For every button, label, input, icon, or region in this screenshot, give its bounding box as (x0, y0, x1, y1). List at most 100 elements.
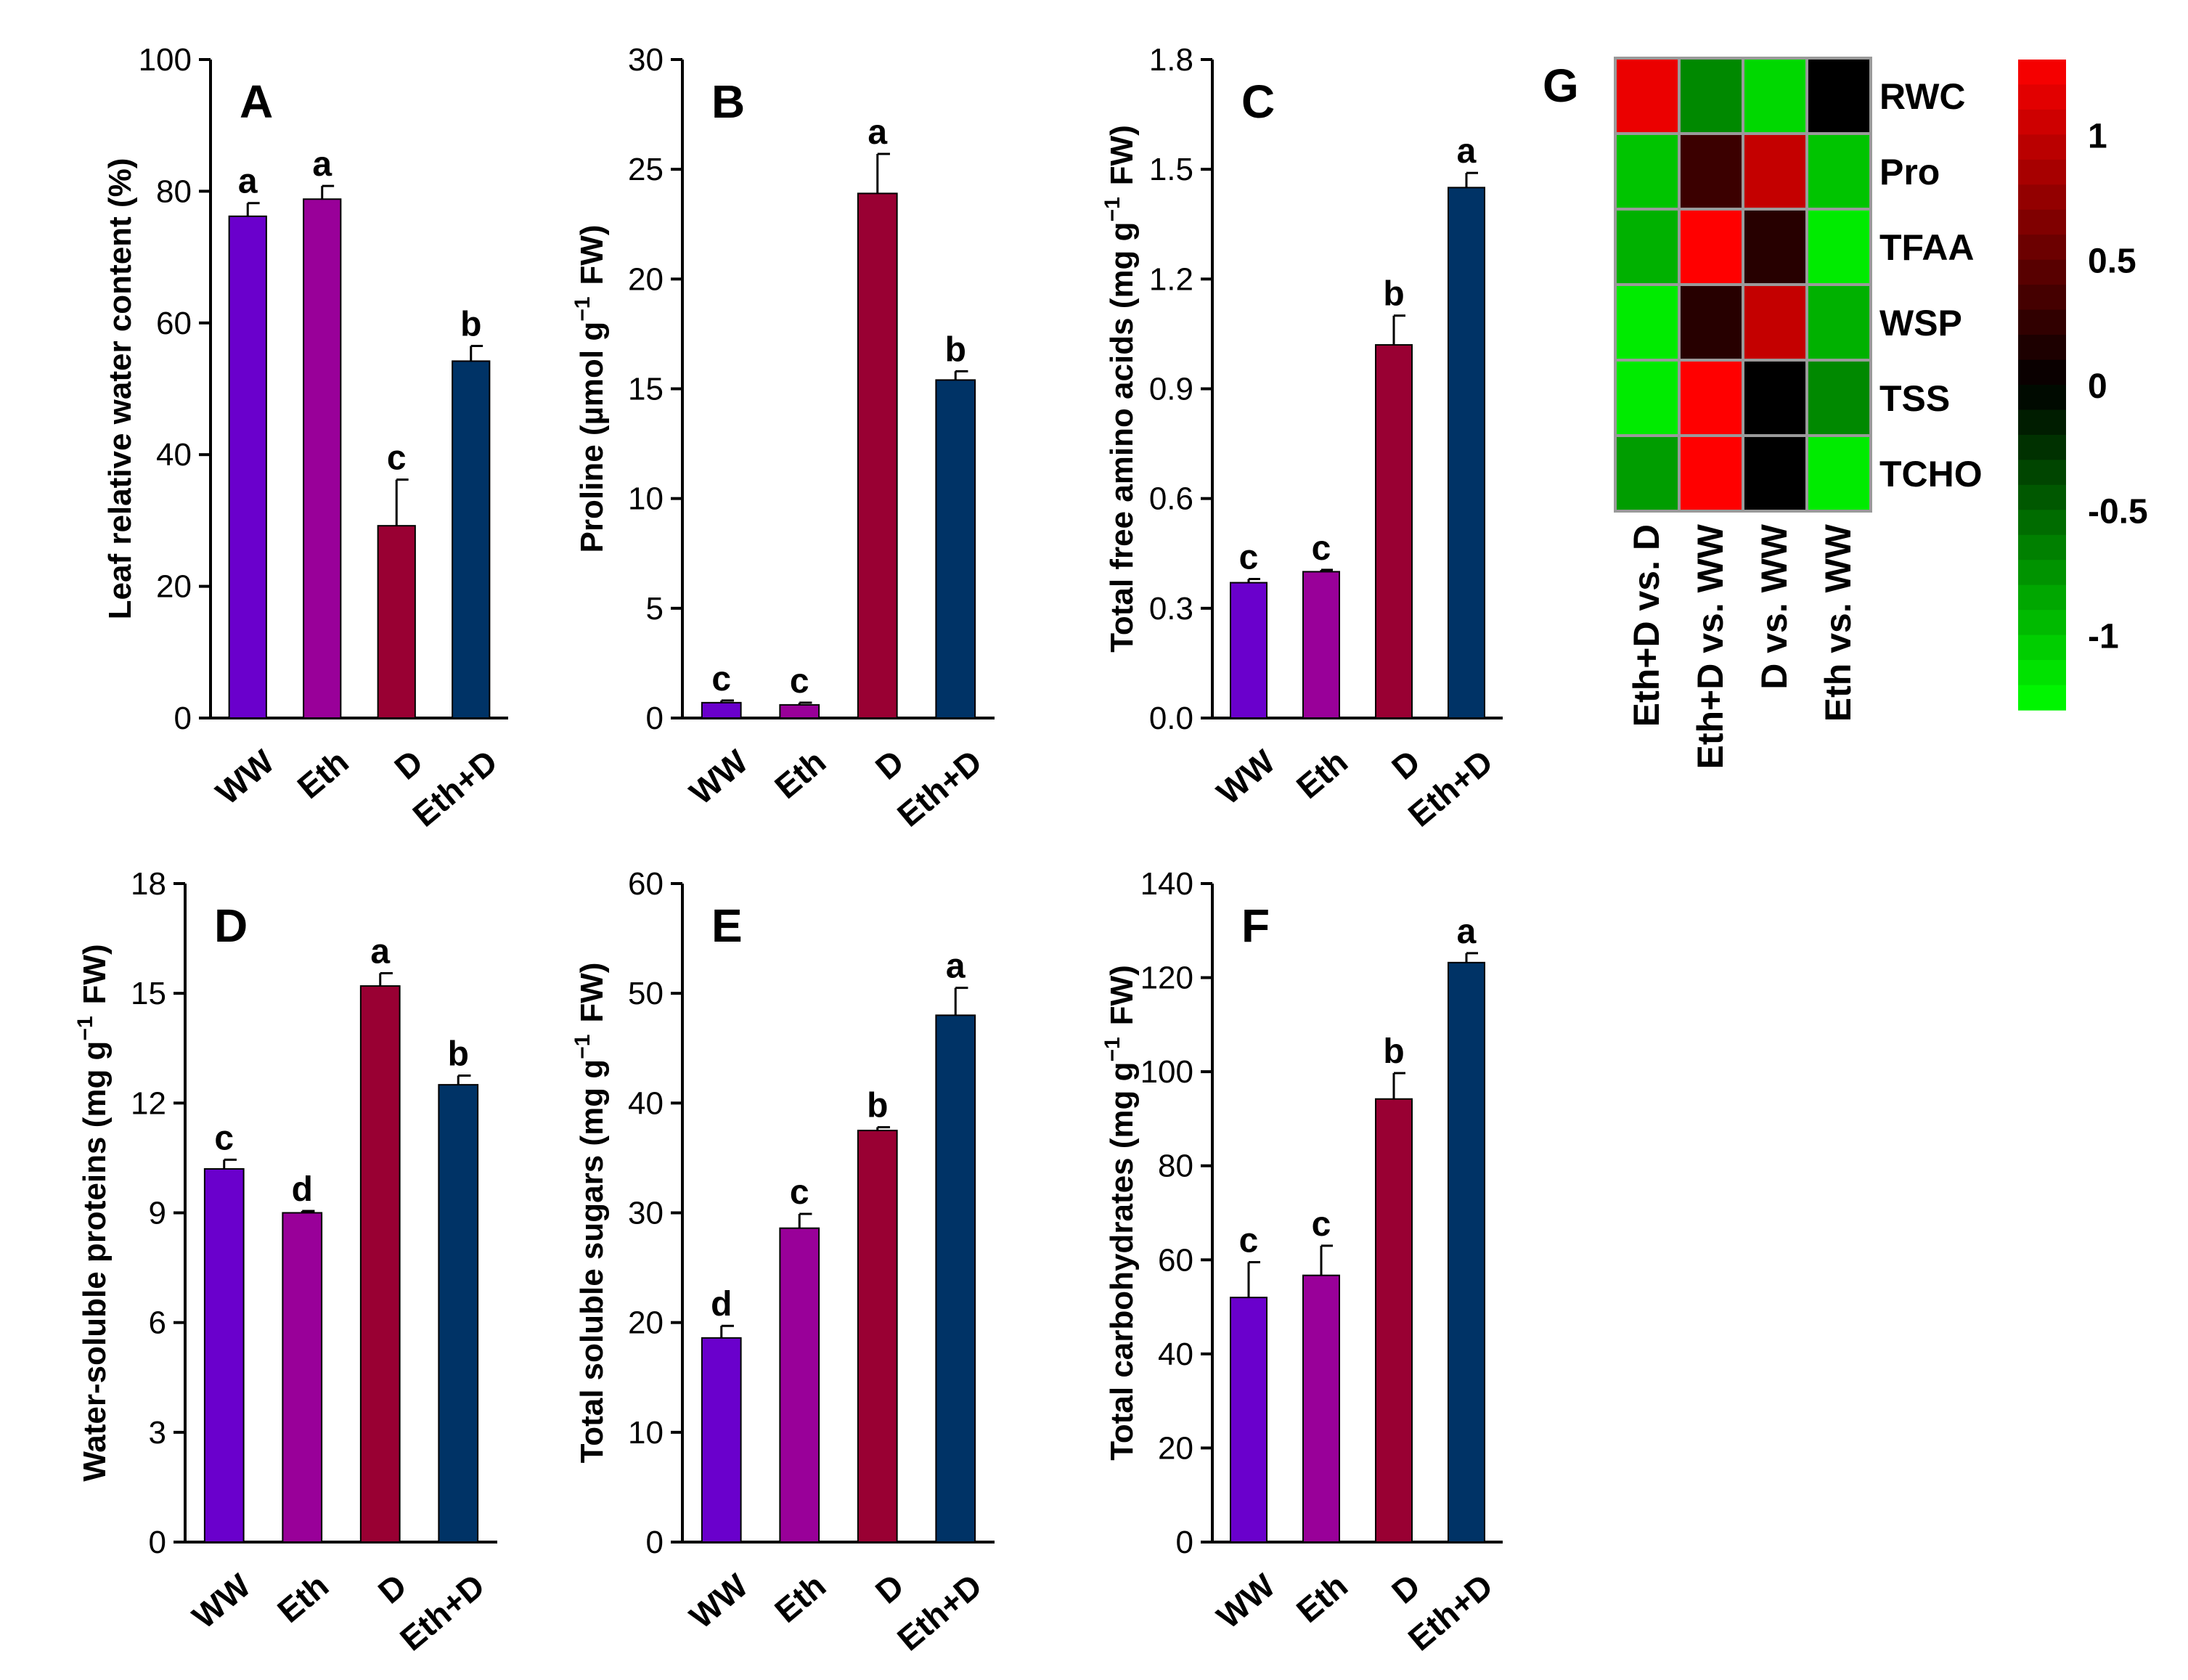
colorbar-swatch (2018, 584, 2066, 611)
colorbar-tick-label: -0.5 (2088, 492, 2148, 531)
panel-letter: C (1241, 76, 1275, 128)
y-tick-label: 10 (628, 1415, 664, 1451)
y-tick-label: 30 (628, 1196, 664, 1231)
colorbar-swatch (2018, 60, 2066, 86)
y-tick-label: 25 (628, 152, 664, 187)
heatmap-cell (1805, 208, 1872, 286)
bar-eth (303, 198, 342, 719)
bar-eth (282, 1212, 323, 1543)
significance-letter: b (867, 1087, 888, 1125)
y-tick-label: 100 (1140, 1054, 1193, 1090)
y-tick-label: 50 (628, 976, 664, 1011)
colorbar-swatch (2018, 385, 2066, 411)
colorbar-swatch (2018, 359, 2066, 386)
significance-letter: c (711, 660, 731, 698)
y-tick-label: 5 (646, 591, 664, 627)
y-tick-label: 9 (149, 1196, 166, 1231)
x-tick-label: WW (185, 1566, 258, 1636)
significance-letter: b (945, 330, 966, 369)
significance-letter: c (1239, 539, 1259, 577)
x-tick-label: Eth (767, 743, 833, 806)
y-axis-title: Proline (µmol g−1 FW) (571, 225, 610, 553)
bar-d (377, 525, 416, 719)
colorbar-swatch (2018, 534, 2066, 560)
y-axis-title: Leaf relative water content (%) (102, 158, 138, 620)
y-tick-label: 0.9 (1149, 372, 1193, 407)
y-tick-label: 0 (1176, 1525, 1193, 1560)
x-tick-label: D (1384, 1567, 1427, 1611)
x-tick-label: WW (682, 1566, 755, 1636)
panel-d: 0 3 6 9 12 15 18 Water-soluble proteins (mg g−1… (73, 866, 497, 1658)
colorbar-swatch (2018, 685, 2066, 711)
y-tick-label: 100 (139, 42, 192, 78)
colorbar-swatch (2018, 285, 2066, 311)
panel-a: 0 20 40 60 80 100 Leaf relative water content … (102, 42, 508, 834)
significance-letter: c (214, 1119, 234, 1157)
colorbar-swatch (2018, 184, 2066, 211)
y-tick-label: 20 (1158, 1430, 1193, 1466)
colorbar-swatch (2018, 309, 2066, 335)
heatmap-cell (1614, 434, 1681, 513)
y-tick-label: 20 (628, 261, 664, 297)
heatmap-column-label: Eth+D vs. D (1626, 524, 1667, 727)
y-tick-label: 60 (156, 306, 192, 341)
heatmap-row-label: TCHO (1879, 454, 1983, 494)
heatmap-column-label: Eth vs. WW (1818, 523, 1858, 722)
colorbar-swatch (2018, 134, 2066, 160)
bar-d (359, 985, 401, 1543)
significance-letter: c (790, 1173, 809, 1212)
y-tick-label: 3 (149, 1415, 166, 1451)
x-tick-label: Eth+D (1401, 743, 1500, 834)
panel-e: 0 10 20 30 40 50 60 Total soluble sugars (mg g−… (571, 866, 995, 1658)
significance-letter: a (370, 932, 390, 971)
heatmap-row-label: Pro (1879, 152, 1940, 192)
bar-eth (779, 704, 820, 719)
y-tick-label: 120 (1140, 961, 1193, 996)
y-tick-label: 20 (628, 1305, 664, 1341)
x-tick-label: Eth (1289, 743, 1355, 806)
y-tick-label: 1.5 (1149, 152, 1193, 187)
heatmap-cell (1614, 57, 1681, 135)
heatmap-row-label: RWC (1879, 76, 1966, 117)
significance-letter: a (946, 947, 966, 986)
heatmap-cell (1614, 283, 1681, 362)
x-tick-label: Eth+D (393, 1567, 491, 1658)
bar-d (857, 192, 898, 719)
y-axis-title: Total carbohydrates (mg g−1 FW) (1101, 965, 1140, 1460)
significance-letter: a (1457, 913, 1477, 951)
x-tick-label: WW (208, 742, 281, 812)
panel-b: 0 5 10 15 20 25 30 Proline (µmol g−1 FW) Bc WW c Et… (571, 42, 995, 834)
x-tick-label: Eth (290, 743, 356, 806)
bar-eth-plus-d (452, 360, 491, 719)
heatmap-cell (1678, 434, 1744, 513)
heatmap-cell (1678, 57, 1744, 135)
bar-ww (228, 215, 267, 719)
significance-letter: a (312, 145, 332, 184)
heatmap-cell (1614, 132, 1681, 211)
panel-c: 0.0 0.3 0.6 0.9 1.2 1.5 1.8 Total free amino ac… (1101, 42, 1503, 834)
x-tick-label: Eth+D (890, 1567, 989, 1658)
significance-letter: c (1312, 1205, 1331, 1244)
heatmap-cell (1678, 208, 1744, 286)
y-tick-label: 0 (646, 701, 664, 736)
heatmap-cell (1614, 359, 1681, 437)
heatmap-cell (1805, 57, 1872, 135)
heatmap-cell (1678, 132, 1744, 211)
bar-eth-plus-d (438, 1084, 479, 1543)
y-tick-label: 80 (1158, 1149, 1193, 1184)
y-tick-label: 0 (174, 701, 192, 736)
colorbar-swatch (2018, 335, 2066, 361)
colorbar-swatch (2018, 109, 2066, 135)
bar-d (1375, 344, 1413, 719)
heatmap-cell (1678, 359, 1744, 437)
heatmap-cell (1805, 283, 1872, 362)
colorbar-tick-label: 0.5 (2088, 242, 2136, 281)
y-tick-label: 140 (1140, 866, 1193, 902)
heatmap-cell (1742, 434, 1808, 513)
panel-f: 0 20 40 60 80 100 120 140 Total carbohydrates (m… (1101, 866, 1503, 1658)
panel-letter: A (240, 76, 273, 128)
heatmap-cell (1678, 283, 1744, 362)
y-tick-label: 40 (1158, 1337, 1193, 1372)
significance-letter: a (868, 113, 887, 152)
